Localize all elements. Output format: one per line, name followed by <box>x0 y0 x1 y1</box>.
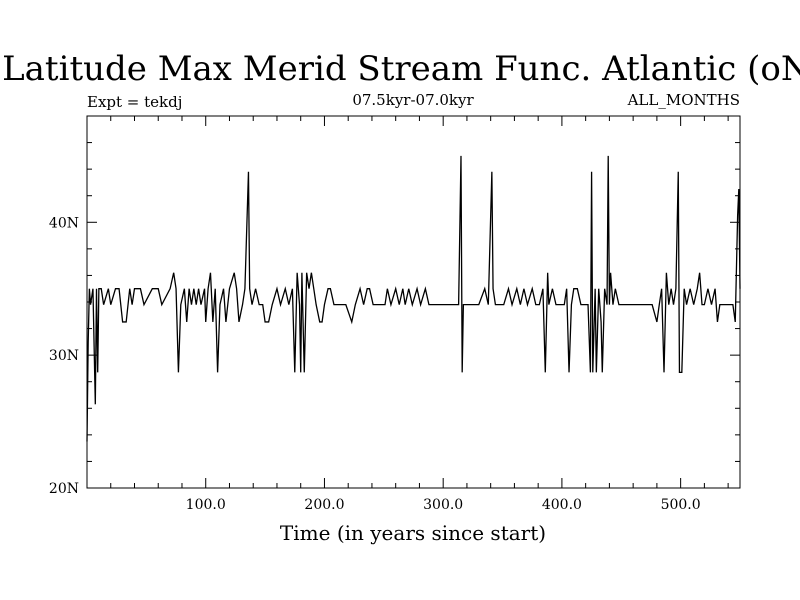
axis-ticks <box>87 116 740 488</box>
chart-subtitle-left: Expt = tekdj <box>87 93 182 111</box>
x-tick-label: 400.0 <box>542 497 582 513</box>
y-tick-label: 20N <box>49 481 79 497</box>
chart-title: Latitude Max Merid Stream Func. Atlantic… <box>2 49 800 89</box>
x-tick-label: 500.0 <box>661 497 701 513</box>
y-tick-label: 40N <box>49 215 79 231</box>
chart-subtitle-right: ALL_MONTHS <box>627 91 740 109</box>
series-line <box>86 155 741 442</box>
x-tick-label: 100.0 <box>186 497 226 513</box>
x-tick-label: 200.0 <box>304 497 344 513</box>
chart-subtitle-center: 07.5kyr-07.0kyr <box>352 91 474 109</box>
axis-tick-labels: 100.0 200.0 300.0 400.0 500.0 20N 30N 40N <box>49 215 701 513</box>
x-axis-label: Time (in years since start) <box>280 521 546 545</box>
x-tick-label: 300.0 <box>423 497 463 513</box>
y-tick-label: 30N <box>49 348 79 364</box>
series-group <box>86 155 741 442</box>
